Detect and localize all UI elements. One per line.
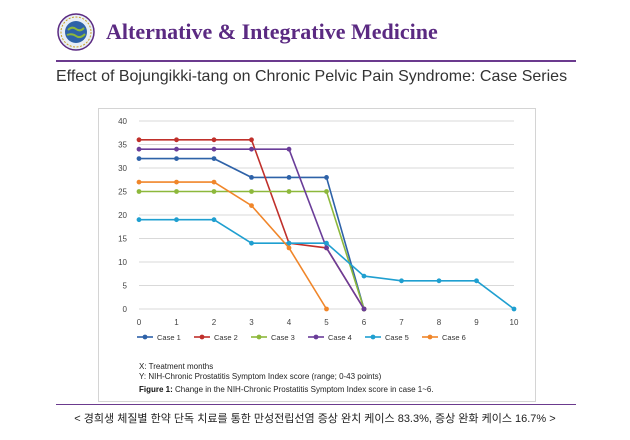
series-line-case-2 [139,138,365,310]
y-tick-label: 30 [118,164,127,173]
data-point-case-3 [324,189,329,194]
data-point-case-2 [211,137,217,143]
data-point-case-5 [249,240,254,246]
data-point-case-3 [174,189,179,194]
caption-label: Figure 1: [139,385,173,394]
y-tick-label: 0 [123,305,128,314]
data-point-case-1 [174,156,179,161]
legend-label: Case 2 [214,333,238,342]
journal-logo-icon [57,13,95,51]
caption-text: Change in the NIH-Chronic Prostatitis Sy… [175,385,434,394]
data-point-case-6 [249,203,254,208]
journal-title: Alternative & Integrative Medicine [106,19,438,44]
x-tick-label: 4 [287,318,292,327]
data-point-case-5 [474,278,479,284]
data-point-case-4 [249,146,254,152]
legend-swatch-marker [313,334,319,340]
series-line-case-1 [139,157,365,310]
data-point-case-4 [136,146,142,152]
data-point-case-5 [436,278,442,284]
header-divider [56,60,576,62]
x-tick-label: 10 [510,318,519,327]
data-point-case-6 [211,179,217,185]
data-point-case-4 [174,146,179,152]
x-tick-label: 1 [174,318,179,327]
legend-label: Case 6 [442,333,466,342]
x-tick-label: 7 [399,318,404,327]
x-tick-label: 8 [437,318,442,327]
line-chart: 0 5 10 15 20 25 30 35 40 0 1 2 3 4 5 6 7 8 9 10 Case 1 Case 2… [118,117,519,342]
data-point-case-3 [249,189,254,194]
x-tick-label: 9 [474,318,479,327]
data-point-case-6 [324,306,329,312]
x-tick-label: 5 [324,318,329,327]
data-point-case-1 [324,175,329,180]
data-point-case-5 [174,217,179,223]
legend-label: Case 4 [328,333,352,342]
y-tick-label: 20 [118,211,127,220]
legend-swatch-marker [370,334,376,340]
y-axis-note: Y: NIH-Chronic Prostatitis Symptom Index… [139,372,382,381]
series-line-case-6 [139,181,328,310]
data-point-case-2 [249,137,254,143]
paper-title: Effect of Bojungikki-tang on Chronic Pel… [56,68,568,85]
data-point-case-3 [211,189,217,194]
data-point-case-5 [511,306,517,312]
series-line-case-3 [139,190,365,310]
x-tick-label: 3 [249,318,254,327]
data-point-case-4 [324,245,329,251]
data-point-case-6 [286,245,292,251]
x-tick-label: 0 [137,318,142,327]
legend-label: Case 1 [157,333,181,342]
data-point-case-2 [174,137,179,143]
data-point-case-5 [361,273,367,279]
data-point-case-3 [286,189,292,194]
data-point-case-6 [136,179,142,185]
legend-swatch-marker [142,334,148,340]
data-point-case-5 [399,278,404,284]
y-tick-label: 25 [118,188,127,197]
series-line-case-5 [139,218,515,310]
data-point-case-1 [211,156,217,161]
x-axis-note: X: Treatment months [139,362,214,371]
legend-label: Case 5 [385,333,409,342]
data-point-case-1 [249,175,254,180]
data-point-case-4 [211,146,217,152]
y-tick-label: 15 [118,235,127,244]
data-point-case-4 [286,146,292,152]
data-point-case-5 [136,217,142,223]
legend-label: Case 3 [271,333,295,342]
figure-caption: Figure 1: Change in the NIH-Chronic Pros… [139,385,434,394]
data-point-case-1 [286,175,292,180]
footer-divider [56,404,576,405]
data-point-case-5 [286,240,292,246]
data-point-case-5 [324,240,329,246]
summary-text: < 경희생 체질별 한약 단독 치료를 통한 만성전립선염 증상 완치 케이스 … [74,413,556,425]
legend-swatch-marker [427,334,433,340]
journal-header: Alternative & Integrative Medicine [56,10,576,54]
x-tick-label: 2 [212,318,217,327]
data-point-case-3 [136,189,142,194]
figure-panel: 0 5 10 15 20 25 30 35 40 0 1 2 3 4 5 6 7 8 9 10 Case 1 Case 2… [98,108,536,402]
y-tick-label: 5 [123,282,128,291]
y-tick-label: 35 [118,141,127,150]
data-point-case-5 [211,217,217,223]
data-point-case-1 [136,156,142,161]
x-tick-label: 6 [362,318,367,327]
legend-swatch-marker [256,334,262,340]
data-point-case-4 [361,306,367,312]
legend-swatch-marker [199,334,205,340]
y-tick-label: 10 [118,258,127,267]
figure-notes: X: Treatment months Y: NIH-Chronic Prost… [139,362,381,382]
data-point-case-6 [174,179,179,185]
y-tick-label: 40 [118,117,127,126]
data-point-case-2 [136,137,142,143]
